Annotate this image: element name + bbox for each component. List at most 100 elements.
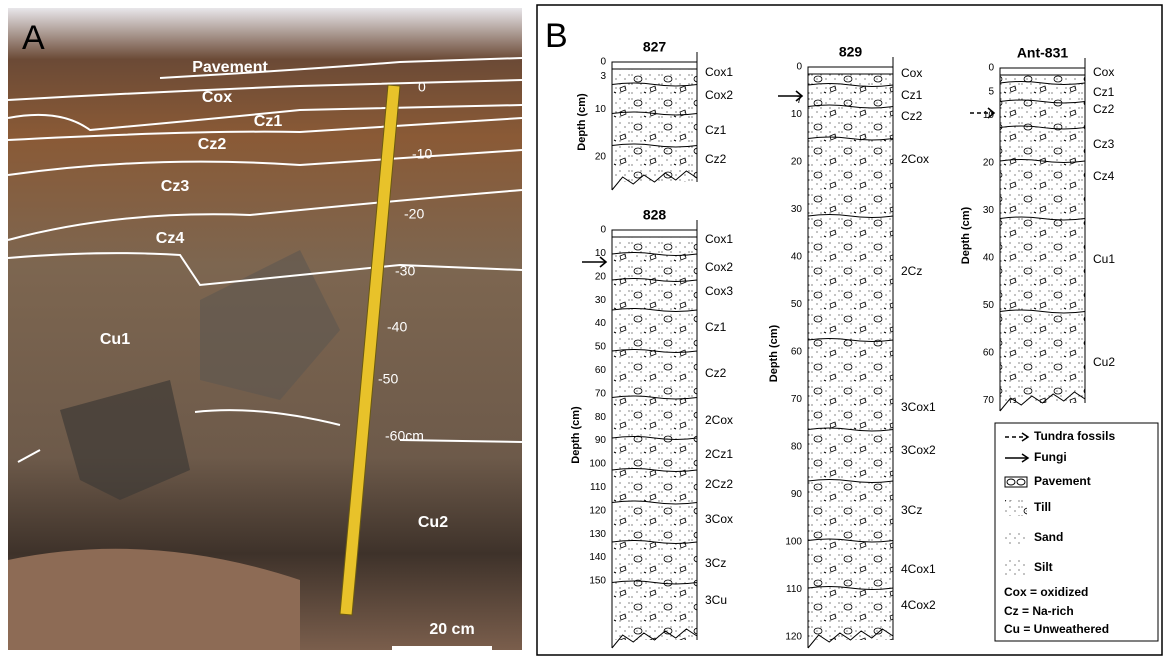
horizon-label: Cu1: [100, 331, 130, 348]
horizon-label: Cz3: [1093, 137, 1115, 151]
ruler-label: -20: [404, 206, 424, 222]
horizon-boundary: [807, 214, 894, 218]
horizon-label: Cu2: [418, 514, 448, 531]
horizon-boundary: [999, 125, 1086, 130]
horizon-label: 2Cz1: [705, 447, 733, 461]
horizon-label: Cz1: [901, 88, 923, 102]
ruler-label: -10: [412, 146, 432, 162]
depth-tick-label: 0: [600, 225, 606, 236]
horizon-boundary: [611, 436, 698, 440]
horizon-label: Cz2: [705, 366, 727, 380]
panel-label: B: [545, 17, 568, 55]
arrow-head: [599, 256, 608, 268]
depth-tick-label: 20: [595, 271, 607, 282]
legend-entry: Fungi: [1034, 450, 1067, 464]
profile-column: [1000, 68, 1085, 403]
ruler-label: -40: [387, 319, 407, 335]
depth-tick-label: 20: [983, 158, 995, 169]
ruler-label: -30: [395, 263, 415, 279]
depth-axis-label: Depth (cm): [768, 324, 780, 382]
depth-tick-label: 70: [983, 395, 995, 406]
horizon-label: 2Cox: [901, 152, 929, 166]
legend-entry: Cz = Na-rich: [1004, 604, 1074, 618]
rock: [60, 380, 190, 500]
horizon-label: Cz2: [1093, 102, 1115, 116]
depth-tick-label: 100: [785, 537, 802, 548]
horizon-label: Cu1: [1093, 252, 1115, 266]
profile-column: [612, 230, 697, 640]
legend-entry: Cu = Unweathered: [1004, 622, 1109, 636]
depth-tick-label: 20: [595, 152, 607, 163]
horizon-boundary: [999, 309, 1086, 314]
pavement: [807, 66, 894, 75]
horizon-boundary: [611, 580, 698, 585]
depth-tick-label: 10: [595, 104, 607, 115]
depth-tick-label: 80: [595, 412, 607, 423]
horizon-label: Cz1: [705, 123, 727, 137]
depth-axis-label: Depth (cm): [960, 206, 972, 264]
depth-tick-label: 60: [983, 348, 995, 359]
column-base: [807, 628, 894, 649]
horizon-boundaries: [7, 57, 523, 463]
depth-tick-label: 30: [595, 295, 607, 306]
horizon-label: 4Cox2: [901, 598, 936, 612]
photo-panel: A 20 cm: [7, 8, 523, 651]
depth-tick-label: 50: [595, 342, 607, 353]
horizon-boundary: [807, 338, 894, 342]
pavement: [999, 67, 1086, 76]
horizon-boundary: [999, 216, 1086, 221]
horizon-boundary: [611, 111, 698, 116]
ruler-label: 0: [418, 79, 426, 95]
profile-column: [808, 67, 893, 640]
legend-entry: Till: [1034, 500, 1051, 514]
depth-tick-label: 7: [796, 95, 802, 106]
horizon-label: 2Cz: [901, 264, 922, 278]
horizon-label: Cz2: [198, 136, 227, 153]
depth-tick-label: 50: [983, 300, 995, 311]
panel-label: A: [22, 19, 45, 57]
horizon-label: Pavement: [192, 59, 268, 76]
horizon-boundary: [999, 159, 1086, 163]
pavement: [611, 61, 698, 70]
depth-tick-label: 80: [791, 442, 803, 453]
profile-column: [612, 62, 697, 182]
horizon-label: Cox: [202, 89, 232, 106]
depth-tick-label: 110: [590, 482, 606, 493]
legend-entry: Cox = oxidized: [1004, 585, 1088, 599]
horizon-boundary: [807, 136, 894, 141]
horizon-label: Cz2: [901, 109, 923, 123]
depth-tick-label: 20: [791, 157, 803, 168]
horizon-label: 3Cox: [705, 512, 733, 526]
horizon-label: Cox2: [705, 88, 733, 102]
profile-title: 827: [643, 39, 667, 55]
horizon-label: Cox3: [705, 284, 733, 298]
depth-tick-label: 120: [589, 505, 606, 516]
depth-tick-label: 70: [595, 388, 607, 399]
depth-tick-label: 10: [595, 248, 607, 259]
depth-axis-label: Depth (cm): [570, 406, 582, 464]
horizon-label: 3Cu: [705, 593, 727, 607]
horizon-label: Cz2: [705, 152, 727, 166]
depth-tick-label: 30: [791, 204, 803, 215]
depth-tick-label: 40: [983, 253, 995, 264]
legend-icons: [1004, 432, 1030, 576]
profile-title: Ant-831: [1017, 45, 1069, 61]
depth-tick-label: 30: [983, 205, 995, 216]
horizon-label: Cox: [1093, 65, 1114, 79]
horizon-boundary: [807, 83, 894, 87]
profile-title: 829: [839, 44, 863, 60]
horizon-label: Cz4: [156, 230, 185, 247]
horizon-boundary: [807, 427, 894, 432]
horizon-label: 4Cox1: [901, 562, 936, 576]
horizon-boundary: [611, 468, 698, 472]
horizon-label: Cox1: [705, 65, 733, 79]
depth-tick-label: 70: [791, 394, 803, 405]
depth-tick-label: 3: [600, 71, 606, 82]
depth-tick-label: 140: [589, 552, 606, 563]
depth-tick-label: 90: [595, 435, 607, 446]
horizon-label: Cz1: [254, 113, 283, 130]
legend-entry: Pavement: [1034, 474, 1091, 488]
horizon-boundary: [611, 395, 698, 400]
ruler-label: -50: [378, 371, 398, 387]
